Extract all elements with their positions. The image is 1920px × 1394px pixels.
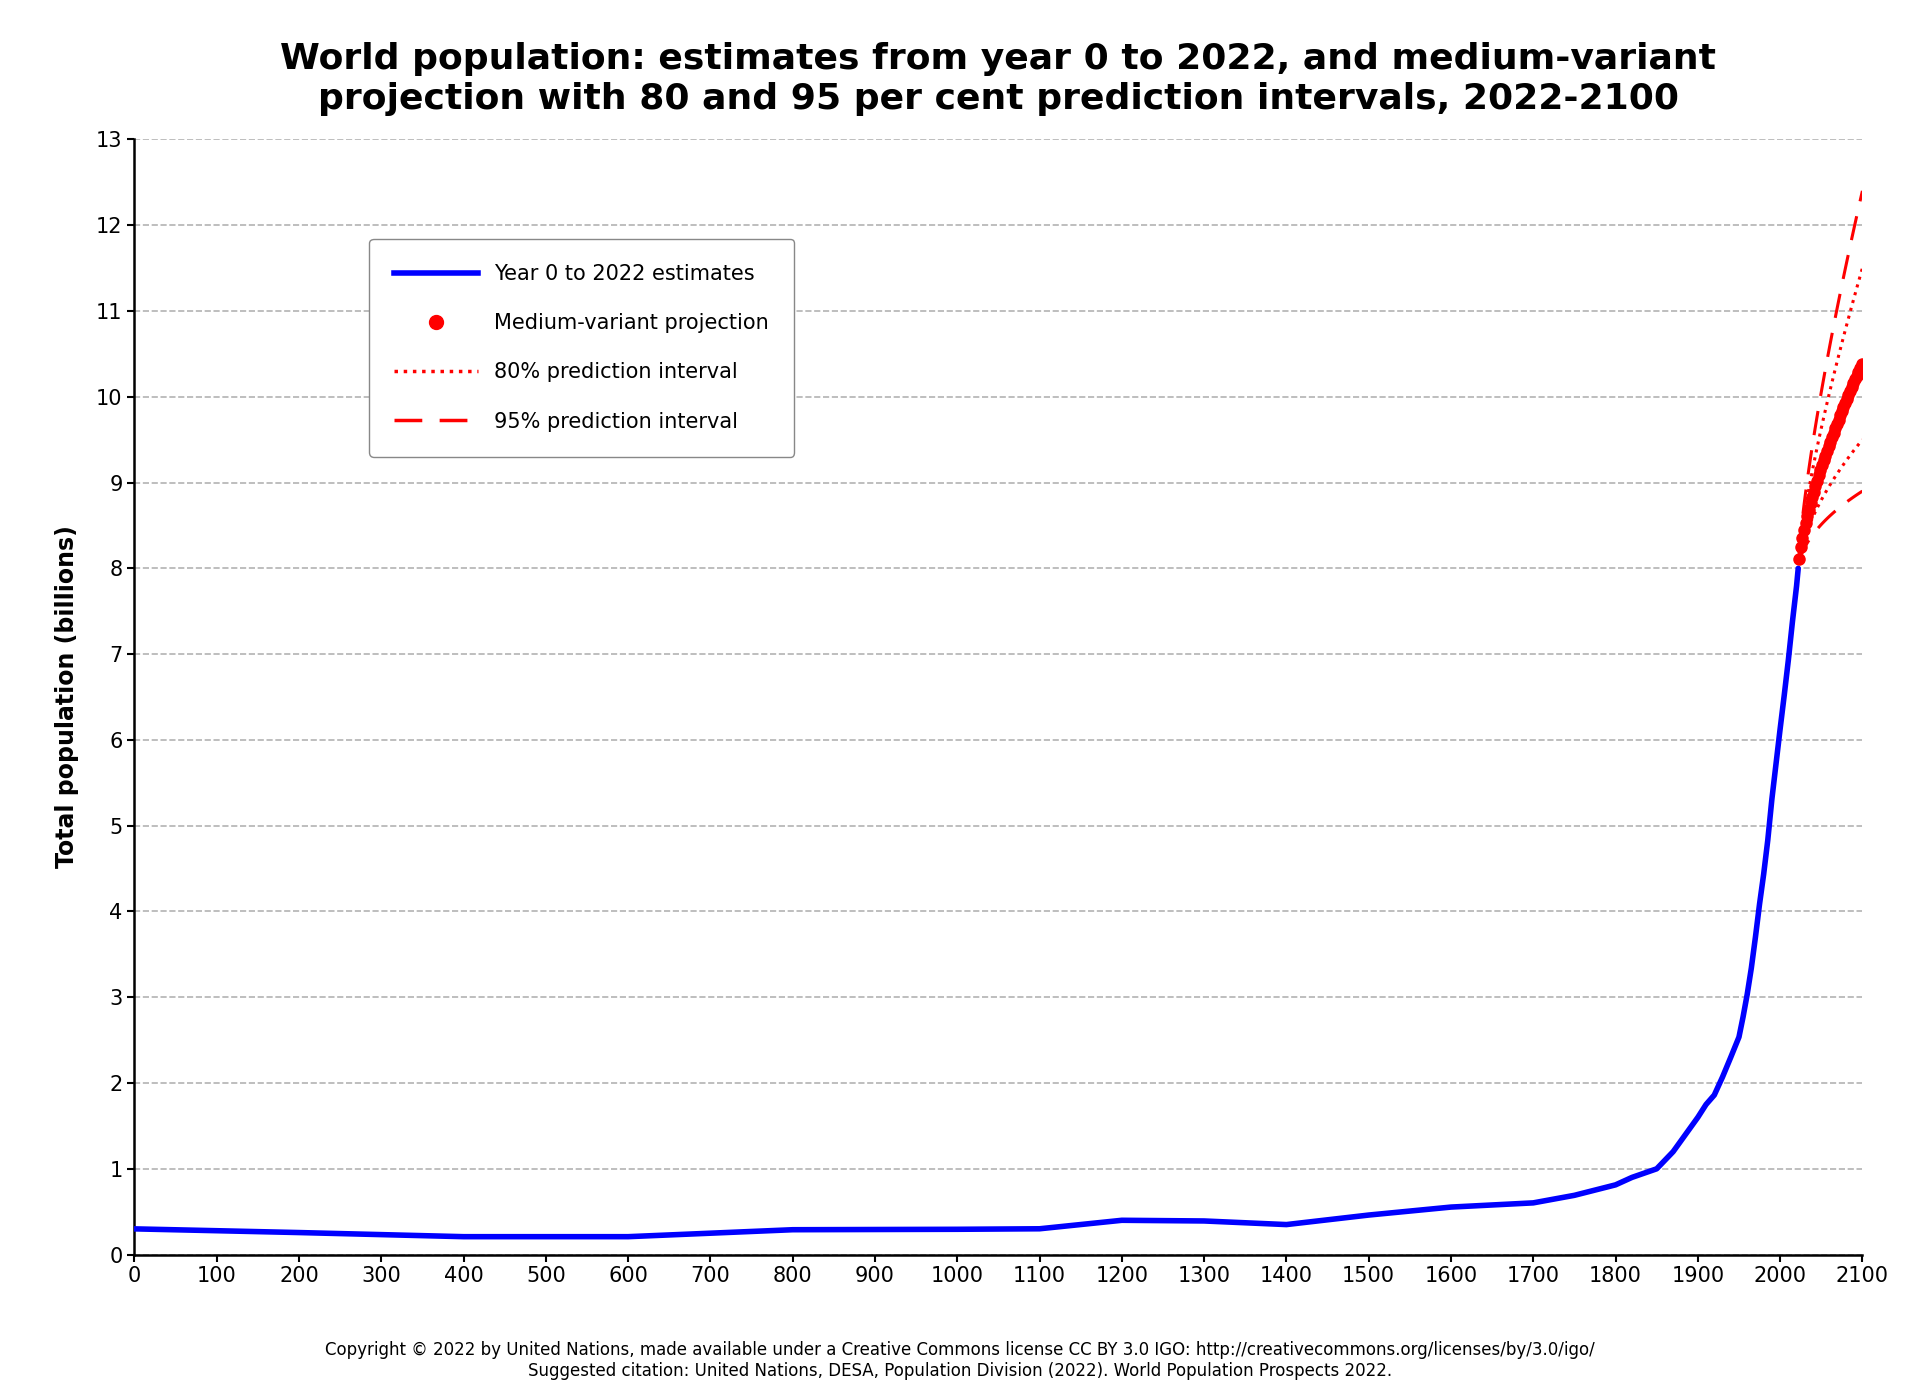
Legend: Year 0 to 2022 estimates, Medium-variant projection, 80% prediction interval, 95: Year 0 to 2022 estimates, Medium-variant…	[369, 238, 795, 456]
Text: Copyright © 2022 by United Nations, made available under a Creative Commons lice: Copyright © 2022 by United Nations, made…	[324, 1341, 1596, 1380]
Title: World population: estimates from year 0 to 2022, and medium-variant
projection w: World population: estimates from year 0 …	[280, 42, 1716, 116]
Y-axis label: Total population (billions): Total population (billions)	[56, 526, 79, 868]
